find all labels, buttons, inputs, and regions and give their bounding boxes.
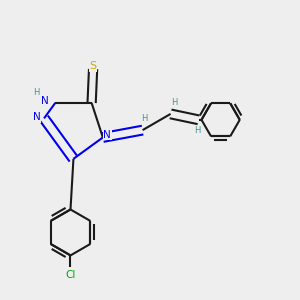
- Text: S: S: [89, 61, 97, 71]
- Text: H: H: [141, 114, 147, 123]
- Text: Cl: Cl: [65, 269, 76, 280]
- Text: N: N: [103, 130, 111, 140]
- Text: H: H: [33, 88, 39, 97]
- Text: H: H: [171, 98, 177, 107]
- Text: N: N: [41, 96, 49, 106]
- Text: H: H: [194, 127, 200, 136]
- Text: N: N: [33, 112, 41, 122]
